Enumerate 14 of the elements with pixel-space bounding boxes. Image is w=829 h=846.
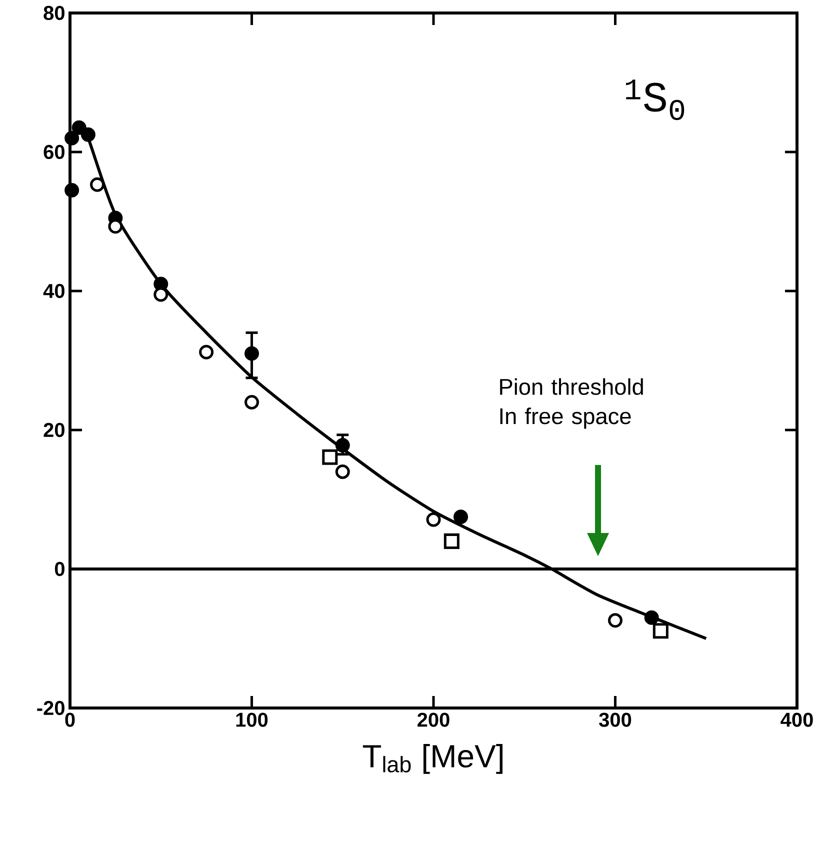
x-tick-label: 200 [418,712,450,727]
text: $^{1}$S$_{0}$ [626,80,684,120]
annotation: Pion threshold In free space [500,378,643,429]
x-axis-title: T$_{lab}$ [MeV] [362,744,503,774]
x-tick-label: 100 [236,712,268,727]
x-tick-label: 400 [780,712,813,727]
y-tick-label: 20 [44,422,64,438]
y-tick-label: 0 [54,562,64,576]
y-tick-label: 60 [44,144,64,160]
y-tick-label: 40 [43,284,64,298]
y-tick-label: -20 [37,700,64,716]
y-tick-label: 80 [44,6,64,20]
x-tick-label: 300 [599,712,632,727]
x-tick-label: 0 [65,712,75,727]
